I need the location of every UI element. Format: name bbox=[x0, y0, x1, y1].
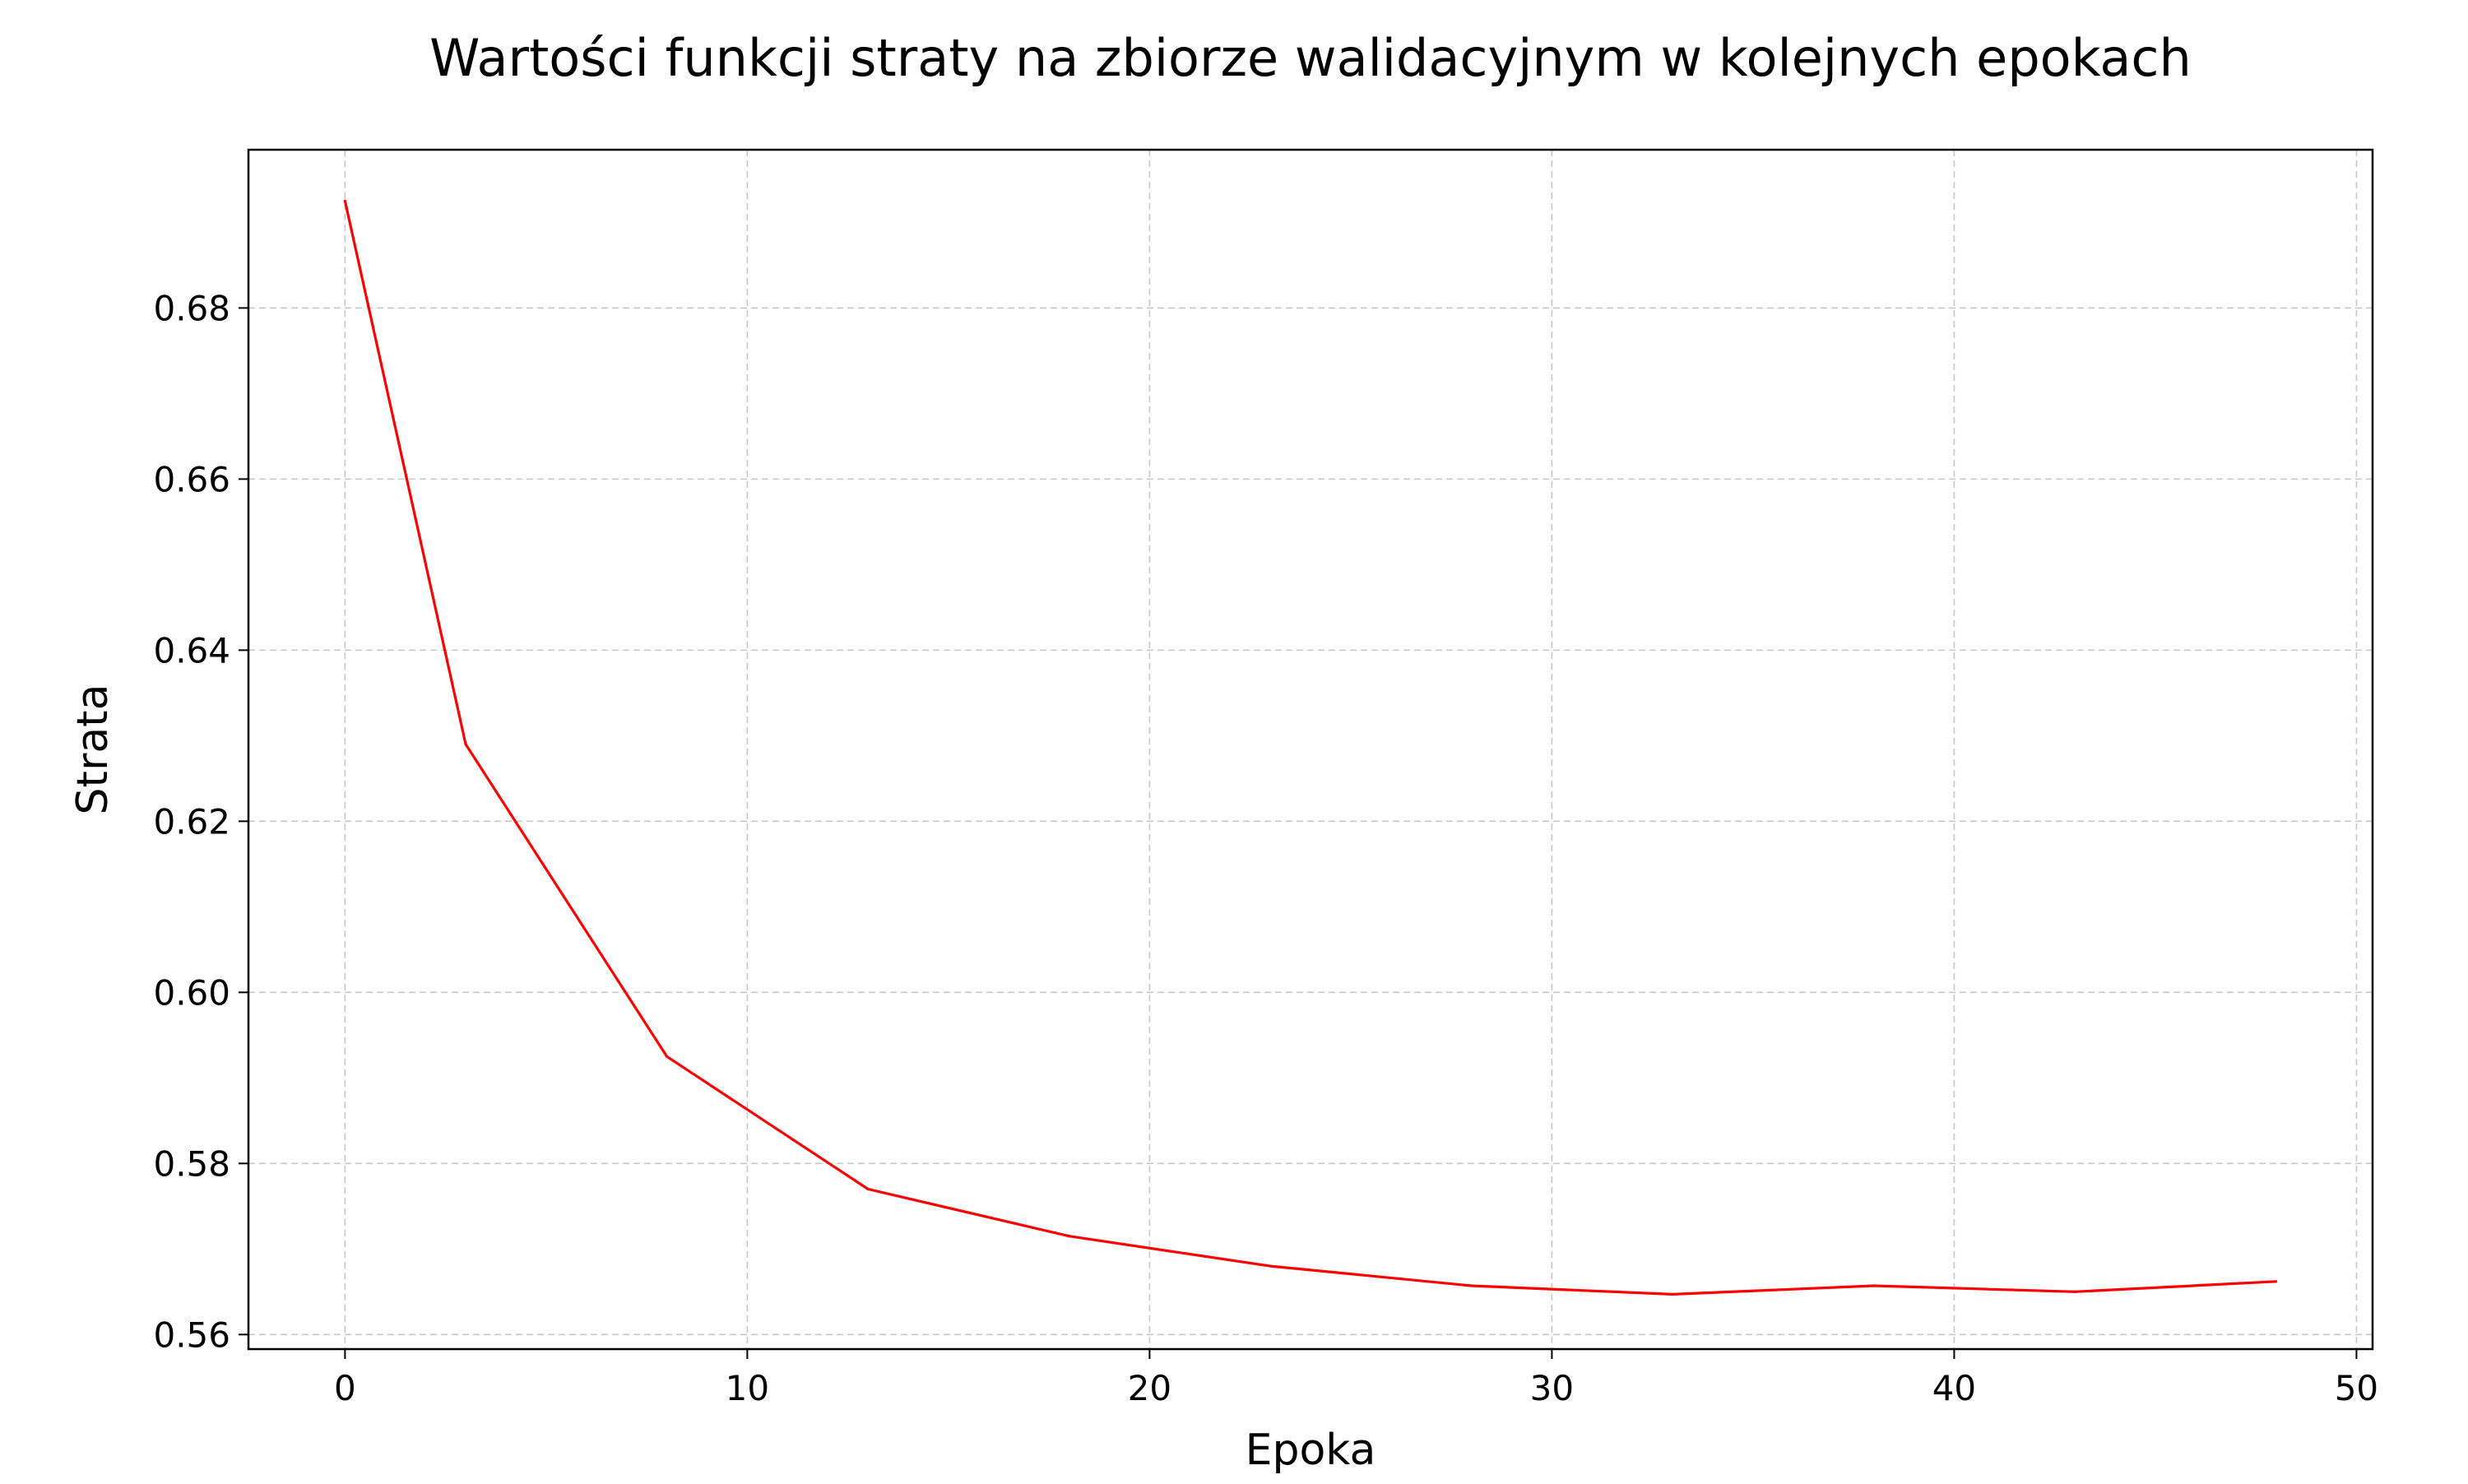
y-tick-label: 0.60 bbox=[153, 972, 230, 1013]
series-layer bbox=[343, 199, 2278, 1296]
data-point bbox=[666, 1055, 669, 1058]
x-tick-label: 10 bbox=[726, 1368, 769, 1408]
x-axis-label: Epoka bbox=[1246, 1426, 1376, 1475]
data-point bbox=[1671, 1292, 1674, 1296]
x-tick-label: 30 bbox=[1530, 1368, 1574, 1408]
y-tick-label: 0.68 bbox=[153, 288, 230, 328]
x-tick-label: 20 bbox=[1128, 1368, 1171, 1408]
ticks-layer: 0 10 20 30 40 50 0.56 0.58 0.60 0.62 0.64 0.66 0.68 bbox=[153, 288, 2378, 1408]
y-axis-label: Strata bbox=[68, 684, 118, 815]
y-tick-label: 0.58 bbox=[153, 1143, 230, 1184]
y-tick-label: 0.56 bbox=[153, 1315, 230, 1355]
data-point bbox=[343, 199, 346, 202]
data-point bbox=[1269, 1264, 1272, 1268]
grid-layer bbox=[248, 150, 2373, 1349]
x-tick-label: 40 bbox=[1932, 1368, 1976, 1408]
plot-frame bbox=[247, 148, 2374, 1351]
data-point bbox=[1470, 1284, 1473, 1287]
x-tick-label: 50 bbox=[2335, 1368, 2378, 1408]
y-tick-label: 0.62 bbox=[153, 801, 230, 842]
data-point bbox=[2073, 1290, 2076, 1293]
data-point bbox=[866, 1187, 870, 1191]
y-tick-label: 0.66 bbox=[153, 459, 230, 499]
data-point bbox=[1068, 1235, 1071, 1238]
data-point bbox=[464, 743, 467, 746]
chart-title: Wartości funkcji straty na zbiorze walid… bbox=[429, 28, 2192, 88]
y-tick-label: 0.64 bbox=[153, 630, 230, 670]
data-point bbox=[2275, 1280, 2278, 1283]
data-point bbox=[1872, 1284, 1876, 1287]
x-tick-label: 0 bbox=[334, 1368, 356, 1408]
